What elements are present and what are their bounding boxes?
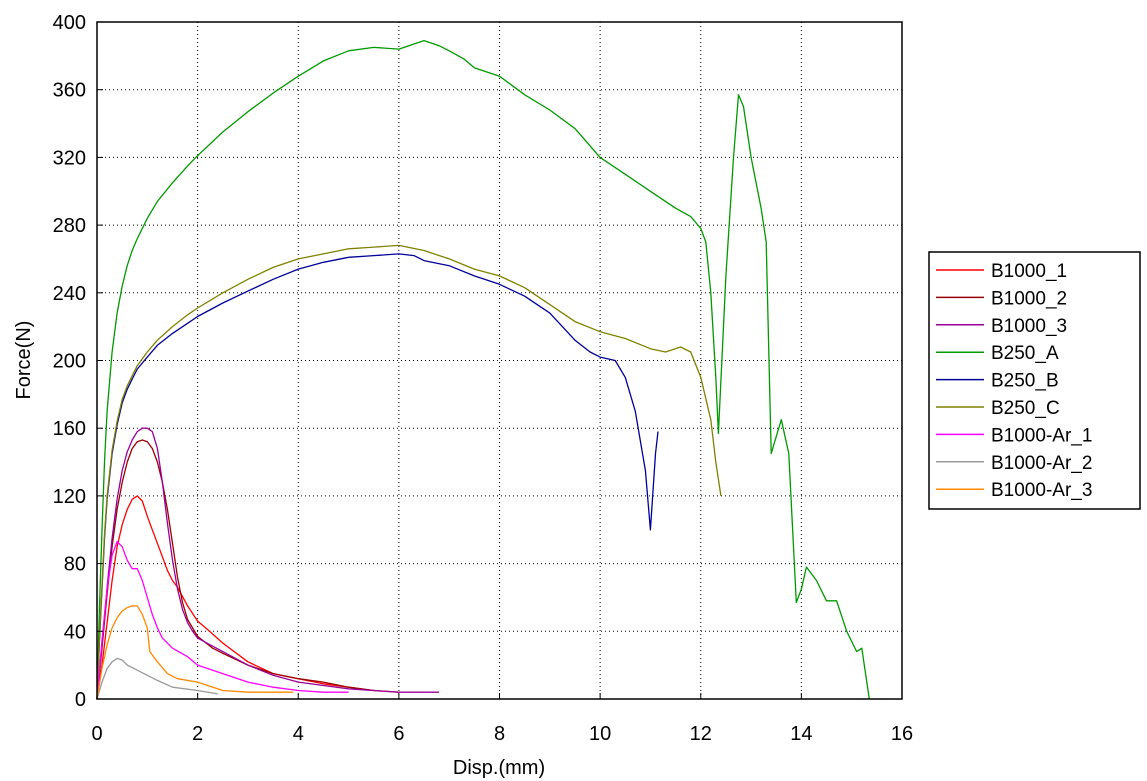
legend-label: B250_C [991, 398, 1060, 419]
legend-label: B250_B [991, 371, 1059, 392]
y-tick-label: 360 [53, 80, 86, 102]
legend-label: B250_A [991, 343, 1059, 364]
legend-label: B1000_3 [991, 316, 1067, 337]
y-tick-label: 280 [53, 215, 86, 237]
series-line-b1000-3 [96, 427, 440, 700]
legend-label: B1000-Ar_3 [991, 480, 1092, 501]
legend-box [928, 251, 1141, 510]
legend-label: B1000_1 [991, 261, 1067, 282]
legend-label: B1000_2 [991, 288, 1067, 309]
x-axis-title: Disp.(mm) [453, 757, 545, 779]
x-tick-label: 6 [393, 723, 404, 745]
y-tick-label: 200 [53, 351, 86, 373]
series-line-b1000-ar-1 [96, 540, 349, 700]
x-tick-label: 16 [891, 723, 913, 745]
series-line-b1000-ar-2 [96, 657, 218, 700]
x-tick-label: 4 [293, 723, 304, 745]
series-line-b250-c [96, 244, 722, 700]
x-tick-label: 8 [494, 723, 505, 745]
y-tick-label: 240 [53, 283, 86, 305]
series-line-b250-a [96, 39, 870, 700]
x-tick-label: 12 [690, 723, 712, 745]
y-tick-label: 40 [64, 621, 86, 643]
y-axis-title: Force(N) [13, 321, 35, 400]
x-tick-label: 14 [790, 723, 812, 745]
x-tick-label: 0 [91, 723, 102, 745]
grid [97, 22, 902, 699]
series-lines [96, 39, 870, 700]
x-tick-label: 2 [192, 723, 203, 745]
y-tick-label: 400 [53, 12, 86, 34]
legend-label: B1000-Ar_2 [991, 453, 1092, 474]
x-tick-label: 10 [589, 723, 611, 745]
legend-label: B1000-Ar_1 [991, 425, 1092, 446]
y-tick-label: 320 [53, 147, 86, 169]
series-line-b1000-ar-3 [96, 605, 294, 700]
legend: B1000_1 B1000_2 B1000_3 B250_A B250_B B250_C B… [928, 251, 1141, 510]
series-line-b1000-2 [96, 439, 374, 700]
series-line-b250-b [96, 253, 659, 700]
y-tick-label: 120 [53, 486, 86, 508]
y-axis-ticks: 0 40 80 120 160 200 240 280 320 360 400 [53, 12, 103, 711]
y-tick-label: 80 [64, 554, 86, 576]
y-tick-label: 160 [53, 418, 86, 440]
x-axis-ticks: 0 2 4 6 8 10 12 14 16 [91, 693, 913, 745]
y-tick-label: 0 [75, 689, 86, 711]
